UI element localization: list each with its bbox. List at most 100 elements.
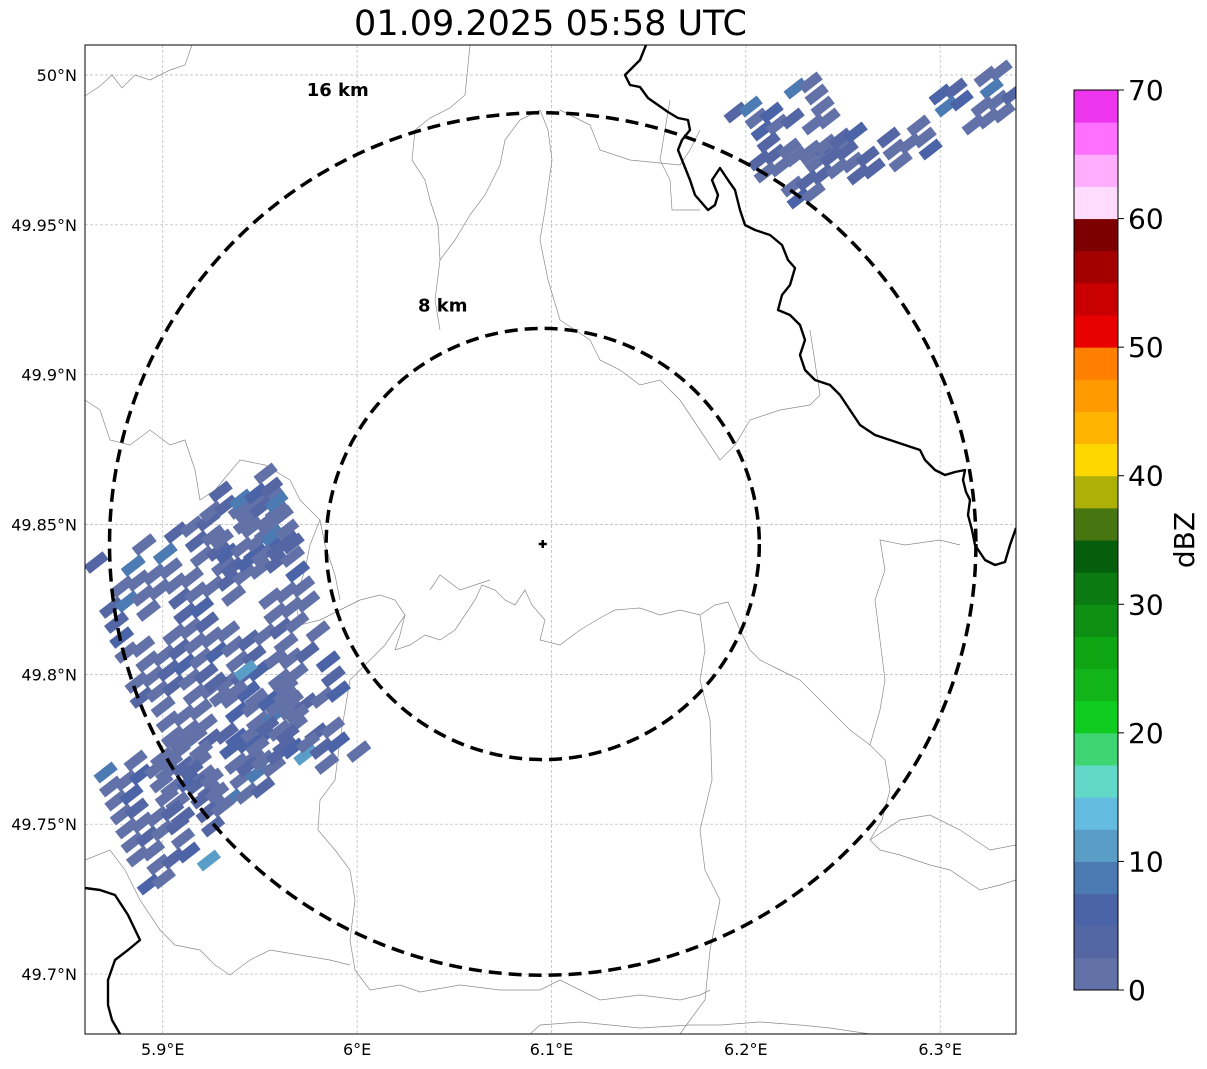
colorbar-segment — [1074, 829, 1118, 862]
reflectivity-cell — [190, 787, 215, 810]
reflectivity-cell — [213, 722, 239, 745]
reflectivity-cell — [220, 635, 246, 658]
reflectivity-cell — [280, 545, 306, 568]
reflectivity-cell — [183, 725, 208, 748]
reflectivity-cell — [93, 761, 118, 784]
reflectivity-cell — [234, 782, 260, 805]
colorbar-segment — [1074, 925, 1118, 959]
reflectivity-cell — [200, 575, 226, 598]
reflectivity-cell — [783, 145, 808, 168]
reflectivity-cell — [759, 101, 784, 124]
reflectivity-cell — [136, 873, 161, 896]
reflectivity-cell — [182, 683, 208, 706]
reflectivity-cell — [961, 113, 986, 136]
reflectivity-cell — [145, 805, 170, 828]
reflectivity-cell — [988, 59, 1013, 82]
reflectivity-cell — [204, 641, 230, 664]
reflectivity-cell — [177, 668, 203, 691]
lat-tick-label: 49.85°N — [11, 516, 77, 535]
reflectivity-cell — [130, 811, 155, 834]
colorbar: 0 10 20 30 40 50 60 70 dBZ — [1073, 74, 1201, 1007]
reflectivity-cell — [224, 752, 250, 775]
reflectivity-cell — [233, 659, 258, 682]
reflectivity-cell — [265, 538, 290, 561]
colorbar-segment — [1074, 347, 1118, 380]
lat-tick-label: 49.95°N — [11, 216, 77, 235]
colorbar-segment — [1074, 700, 1118, 734]
reflectivity-cell — [199, 626, 225, 649]
reflectivity-cell — [143, 757, 169, 780]
reflectivity-cell — [346, 740, 372, 763]
reflectivity-cell — [200, 524, 226, 547]
reflectivity-cell — [220, 556, 245, 579]
colorbar-segment — [1074, 797, 1118, 830]
reflectivity-cell — [777, 137, 802, 160]
reflectivity-cell — [284, 611, 310, 634]
colorbar-label: dBZ — [1168, 512, 1201, 568]
reflectivity-cell — [188, 739, 214, 762]
reflectivity-cell — [114, 641, 140, 664]
reflectivity-cell — [756, 131, 781, 154]
colorbar-tick-label: 70 — [1128, 74, 1164, 107]
colorbar-segment — [1074, 218, 1118, 252]
reflectivity-cell — [184, 773, 209, 796]
reflectivity-cell — [109, 575, 135, 598]
reflectivity-cell — [918, 138, 943, 161]
reflectivity-cell — [275, 723, 300, 746]
reflectivity-cell — [249, 496, 274, 519]
reflectivity-cell — [210, 795, 235, 818]
reflectivity-cell — [214, 671, 240, 694]
reflectivity-cell — [173, 602, 199, 625]
reflectivity-cell — [150, 819, 175, 842]
reflectivity-cell — [834, 139, 859, 162]
reflectivity-cell — [250, 749, 276, 772]
reflectivity-cell — [325, 731, 351, 754]
reflectivity-cell — [843, 121, 868, 144]
reflectivity-cell — [810, 95, 835, 118]
colorbar-tick-label: 10 — [1128, 845, 1164, 878]
reflectivity-cell — [115, 817, 140, 840]
reflectivity-cell — [970, 95, 995, 118]
reflectivity-cell — [179, 515, 205, 538]
reflectivity-cell — [928, 83, 953, 106]
colorbar-tick-label: 60 — [1128, 203, 1164, 236]
reflectivity-cell — [160, 799, 185, 822]
reflectivity-cell — [254, 510, 279, 533]
reflectivity-cell — [846, 163, 871, 186]
reflectivity-cell — [225, 650, 251, 673]
reflectivity-cell — [260, 524, 285, 547]
reflectivity-cell — [263, 647, 288, 670]
reflectivity-cell — [888, 150, 913, 173]
reflectivity-cell — [285, 560, 311, 583]
reflectivity-cell — [150, 695, 176, 718]
reflectivity-cell — [290, 575, 316, 598]
reflectivity-cell — [129, 686, 155, 709]
reflectivity-cell — [825, 157, 850, 180]
reflectivity-cell — [267, 719, 293, 742]
reflectivity-cell — [798, 71, 823, 94]
colorbar-segment — [1074, 572, 1118, 605]
reflectivity-cell — [160, 725, 186, 748]
reflectivity-cell — [801, 181, 826, 204]
reflectivity-cell — [280, 737, 306, 760]
reflectivity-cell — [209, 528, 234, 551]
reflectivity-cell — [171, 704, 197, 727]
reflectivity-cell — [195, 801, 220, 824]
lon-tick-label: 5.9°E — [141, 1040, 185, 1059]
reflectivity-cell — [149, 771, 174, 794]
reflectivity-cell — [130, 635, 156, 658]
reflectivity-cell — [104, 789, 129, 812]
reflectivity-cell — [145, 680, 171, 703]
reflectivity-cell — [170, 827, 196, 850]
reflectivity-cell — [780, 107, 805, 130]
colorbar-segment — [1074, 315, 1118, 348]
reflectivity-cell — [320, 716, 346, 739]
reflectivity-cell — [146, 853, 171, 876]
colorbar-tick-label: 40 — [1128, 460, 1164, 493]
reflectivity-cell — [828, 127, 853, 150]
reflectivity-cell — [224, 701, 250, 724]
reflectivity-cell — [221, 584, 247, 607]
reflectivity-cell — [135, 825, 160, 848]
reflectivity-cell — [315, 650, 341, 673]
reflectivity-cell — [801, 113, 826, 136]
